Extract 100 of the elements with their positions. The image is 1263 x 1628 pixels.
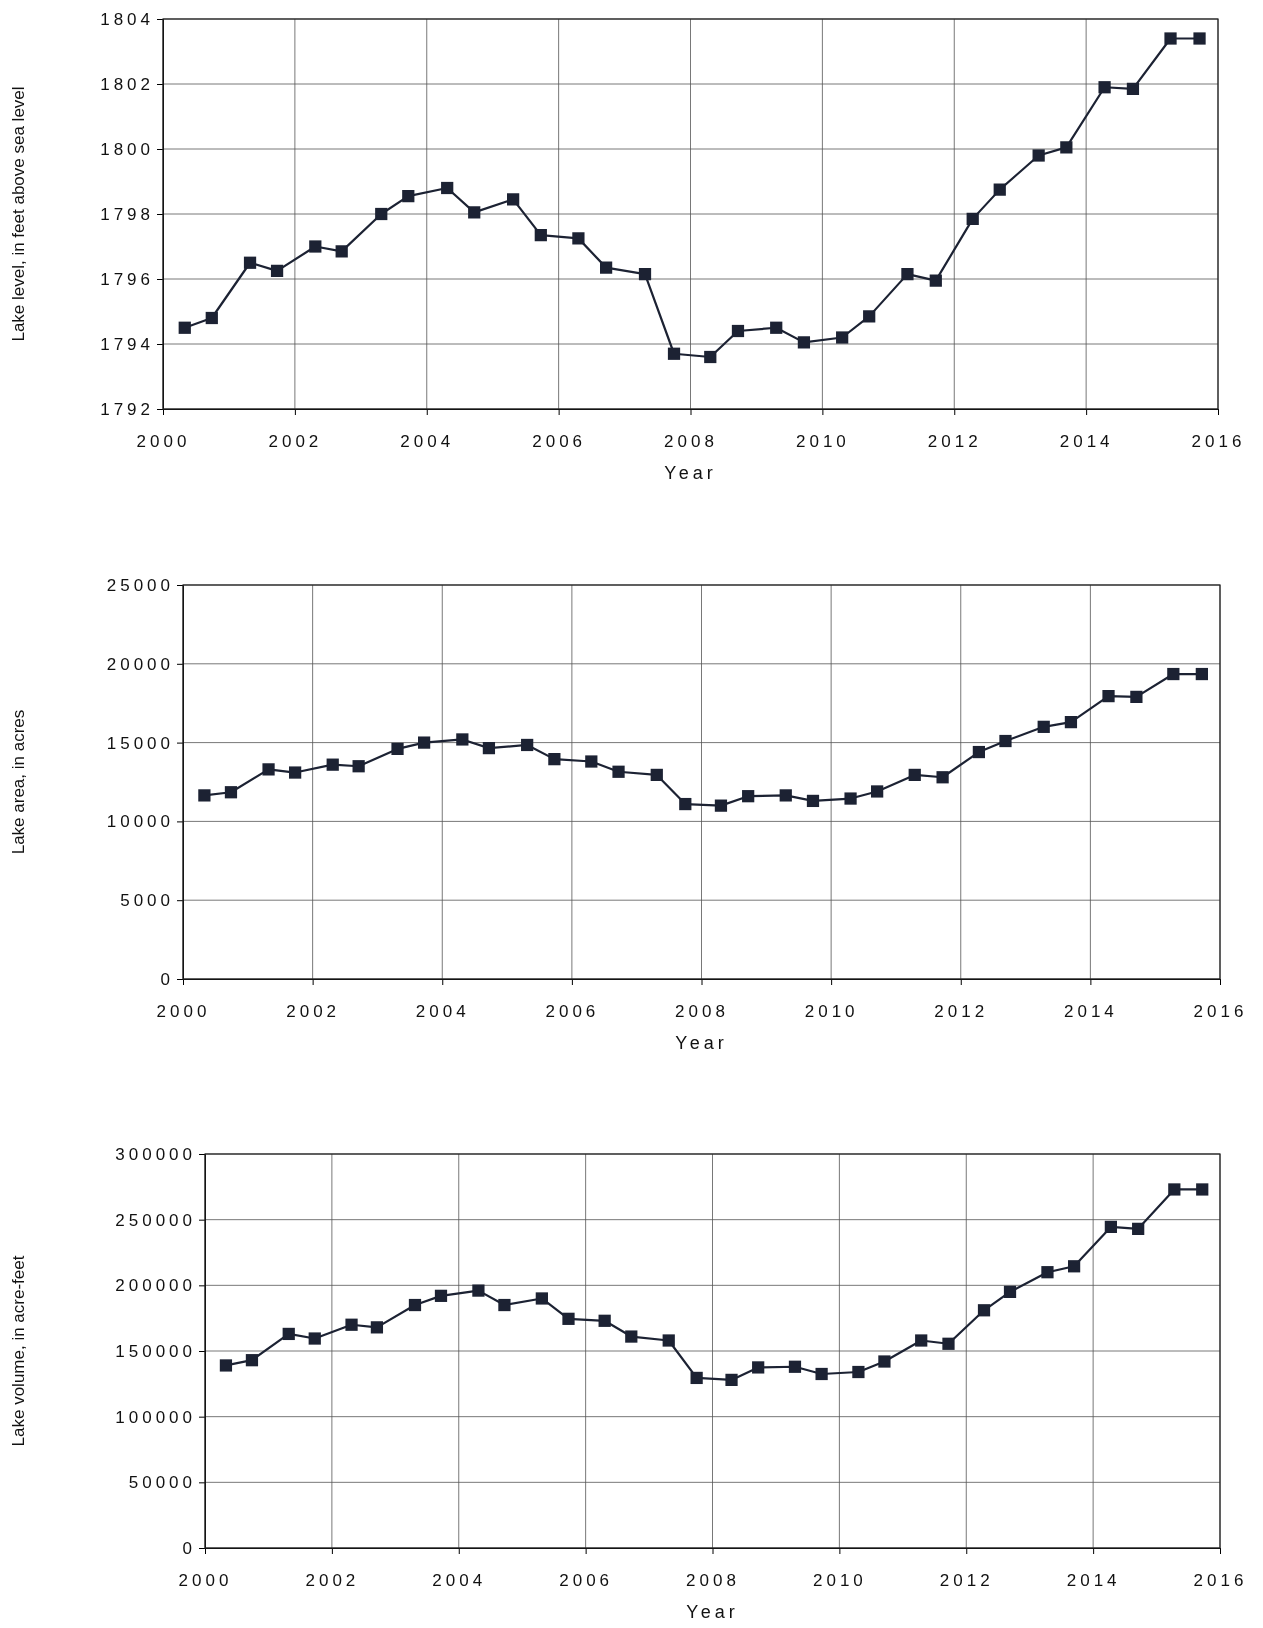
point xyxy=(482,741,496,755)
point xyxy=(993,183,1006,196)
point xyxy=(1168,1183,1181,1196)
point xyxy=(507,193,520,206)
point xyxy=(966,212,979,225)
x-axis-title: Year xyxy=(675,1033,728,1053)
point xyxy=(345,1318,358,1331)
y-tick-label: 5000 xyxy=(120,891,174,911)
point xyxy=(1164,32,1177,45)
point xyxy=(929,274,942,287)
point xyxy=(270,264,284,277)
point xyxy=(1130,690,1143,704)
point xyxy=(585,755,598,768)
x-tick-label: 2008 xyxy=(664,431,718,451)
x-tick-label: 2004 xyxy=(415,1001,470,1021)
point xyxy=(326,758,339,771)
point xyxy=(1098,81,1111,94)
point xyxy=(806,794,820,808)
x-tick-label: 2016 xyxy=(1191,431,1246,451)
point xyxy=(1067,1260,1081,1273)
point xyxy=(797,336,811,349)
y-tick-label: 1804 xyxy=(100,9,154,29)
x-axis-title: Year xyxy=(686,1602,739,1622)
y-tick-label: 50000 xyxy=(128,1473,196,1493)
point xyxy=(282,1327,295,1341)
y-tick-label: 150000 xyxy=(115,1341,196,1361)
x-tick-label: 2010 xyxy=(804,1001,859,1021)
point xyxy=(844,792,857,805)
point xyxy=(863,310,876,323)
point xyxy=(852,1365,865,1379)
point xyxy=(548,753,561,766)
point xyxy=(1193,32,1206,45)
point xyxy=(198,789,211,802)
point xyxy=(650,768,663,782)
point xyxy=(178,321,191,334)
point xyxy=(468,206,481,219)
x-tick-label: 2006 xyxy=(532,431,587,451)
point xyxy=(788,1360,802,1373)
point xyxy=(1195,667,1208,681)
point xyxy=(1003,1285,1017,1299)
point xyxy=(441,181,454,195)
point xyxy=(1132,1222,1145,1235)
point xyxy=(1196,1183,1209,1196)
point xyxy=(625,1330,638,1343)
x-tick-label: 2014 xyxy=(1066,1570,1121,1590)
point xyxy=(878,1355,891,1368)
point xyxy=(535,1292,548,1305)
point xyxy=(1037,720,1050,733)
y-tick-label: 200000 xyxy=(115,1276,196,1296)
y-tick-label: 1794 xyxy=(100,334,154,354)
y-tick-label: 250000 xyxy=(115,1210,196,1230)
point xyxy=(770,321,783,334)
point xyxy=(714,799,728,812)
y-axis-title: Lake volume, in acre-feet xyxy=(9,1255,28,1447)
x-tick-label: 2000 xyxy=(178,1570,233,1590)
point xyxy=(245,1354,259,1367)
point xyxy=(612,765,625,778)
point xyxy=(1041,1266,1054,1279)
point xyxy=(779,789,792,802)
y-tick-label: 15000 xyxy=(106,733,174,753)
point xyxy=(871,785,884,798)
point xyxy=(598,1314,611,1327)
y-tick-label: 1798 xyxy=(100,204,154,224)
point xyxy=(1104,1220,1118,1234)
x-tick-label: 2006 xyxy=(559,1570,614,1590)
y-tick-label: 1802 xyxy=(100,74,154,94)
x-tick-label: 2010 xyxy=(795,431,850,451)
y-tick-label: 1792 xyxy=(100,399,154,419)
point xyxy=(1064,715,1078,729)
point xyxy=(224,786,238,799)
x-tick-label: 2016 xyxy=(1193,1570,1248,1590)
x-tick-label: 2004 xyxy=(400,431,455,451)
point xyxy=(742,790,755,803)
y-axis-title: Lake area, in acres xyxy=(9,709,28,855)
x-tick-label: 2002 xyxy=(286,1001,341,1021)
point xyxy=(1167,667,1180,681)
point xyxy=(205,311,218,325)
point xyxy=(915,1334,928,1347)
point xyxy=(731,324,745,338)
x-tick-label: 2000 xyxy=(136,431,191,451)
x-tick-label: 2008 xyxy=(675,1001,729,1021)
point xyxy=(456,733,469,746)
point xyxy=(262,763,275,776)
point xyxy=(572,232,585,245)
x-tick-label: 2014 xyxy=(1063,1001,1118,1021)
point xyxy=(936,771,949,784)
x-tick-label: 2012 xyxy=(927,431,982,451)
x-tick-label: 2002 xyxy=(305,1570,360,1590)
y-tick-label: 0 xyxy=(182,1538,196,1558)
point xyxy=(219,1359,233,1372)
point xyxy=(521,738,534,752)
point xyxy=(402,190,415,203)
x-tick-label: 2004 xyxy=(432,1570,487,1590)
point xyxy=(243,256,257,269)
y-tick-label: 0 xyxy=(160,969,174,989)
point xyxy=(309,240,322,253)
point xyxy=(679,797,692,811)
y-tick-label: 25000 xyxy=(106,575,174,595)
x-tick-label: 2006 xyxy=(545,1001,600,1021)
point xyxy=(1102,689,1115,703)
